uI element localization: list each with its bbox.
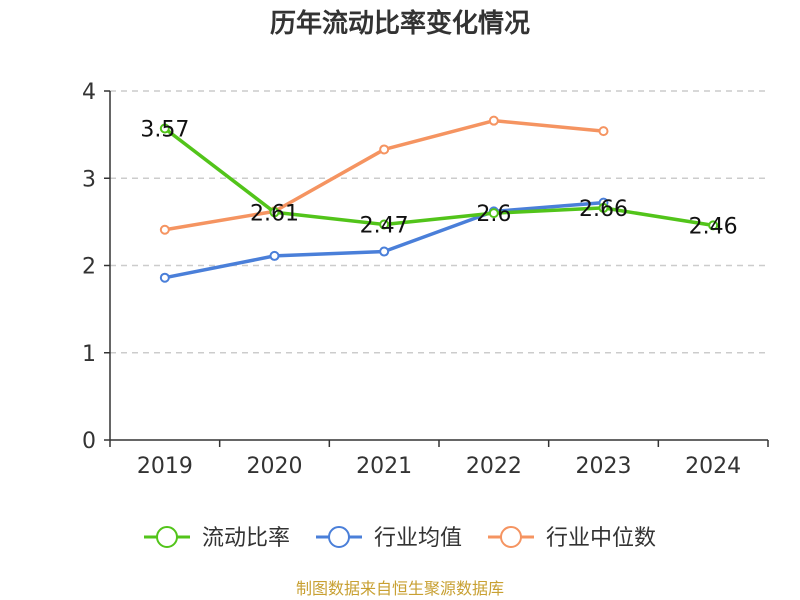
legend-swatch-marker	[500, 526, 522, 548]
series-line	[163, 126, 715, 228]
legend-item[interactable]: 行业中位数	[488, 526, 656, 551]
legend-label: 行业均值	[374, 526, 462, 551]
data-label: 2.66	[579, 197, 628, 222]
data-point[interactable]	[488, 115, 499, 126]
data-point[interactable]	[598, 126, 609, 137]
data-label: 2.47	[360, 213, 409, 238]
data-point[interactable]	[488, 208, 499, 219]
x-tick-label: 2020	[247, 454, 303, 479]
legend-item[interactable]: 行业均值	[316, 526, 462, 551]
data-label: 2.46	[689, 214, 738, 239]
data-label: 2.6	[476, 202, 511, 227]
data-point[interactable]	[159, 272, 170, 283]
data-label: 2.61	[250, 201, 299, 226]
x-tick-label: 2019	[137, 454, 193, 479]
legend-swatch-marker	[156, 526, 178, 548]
data-labels: 3.57 2.61 2.47 2.6 2.66 2.46	[140, 118, 737, 240]
legend[interactable]: 流动比率 行业均值 行业中位数	[144, 526, 656, 551]
x-tick-label: 2024	[685, 454, 741, 479]
data-label: 3.57	[140, 118, 189, 143]
x-tick-label: 2022	[466, 454, 522, 479]
y-tick-label: 2	[82, 255, 96, 280]
legend-label: 行业中位数	[546, 526, 656, 551]
source-note: 制图数据来自恒生聚源数据库	[296, 579, 504, 598]
data-point[interactable]	[379, 219, 390, 230]
y-tick-label: 0	[82, 429, 96, 454]
data-point[interactable]	[269, 207, 280, 218]
series-layer	[159, 115, 719, 283]
x-tick-label: 2023	[576, 454, 632, 479]
legend-label: 流动比率	[202, 526, 290, 551]
axes: 0 1 2 3 4 2019 2020 2021 2022 2023 2024	[82, 80, 769, 479]
data-point[interactable]	[598, 202, 609, 213]
y-tick-label: 4	[82, 80, 96, 105]
data-point[interactable]	[269, 250, 280, 261]
legend-item[interactable]: 流动比率	[144, 526, 290, 551]
y-tick-label: 1	[82, 342, 96, 367]
x-tick-label: 2021	[356, 454, 412, 479]
data-point[interactable]	[708, 220, 719, 231]
data-point[interactable]	[159, 123, 170, 134]
legend-swatch-marker	[328, 526, 350, 548]
data-point[interactable]	[379, 144, 390, 155]
data-point[interactable]	[379, 246, 390, 257]
y-tick-label: 3	[82, 167, 96, 192]
data-point[interactable]	[159, 224, 170, 235]
chart-title: 历年流动比率变化情况	[270, 8, 530, 39]
